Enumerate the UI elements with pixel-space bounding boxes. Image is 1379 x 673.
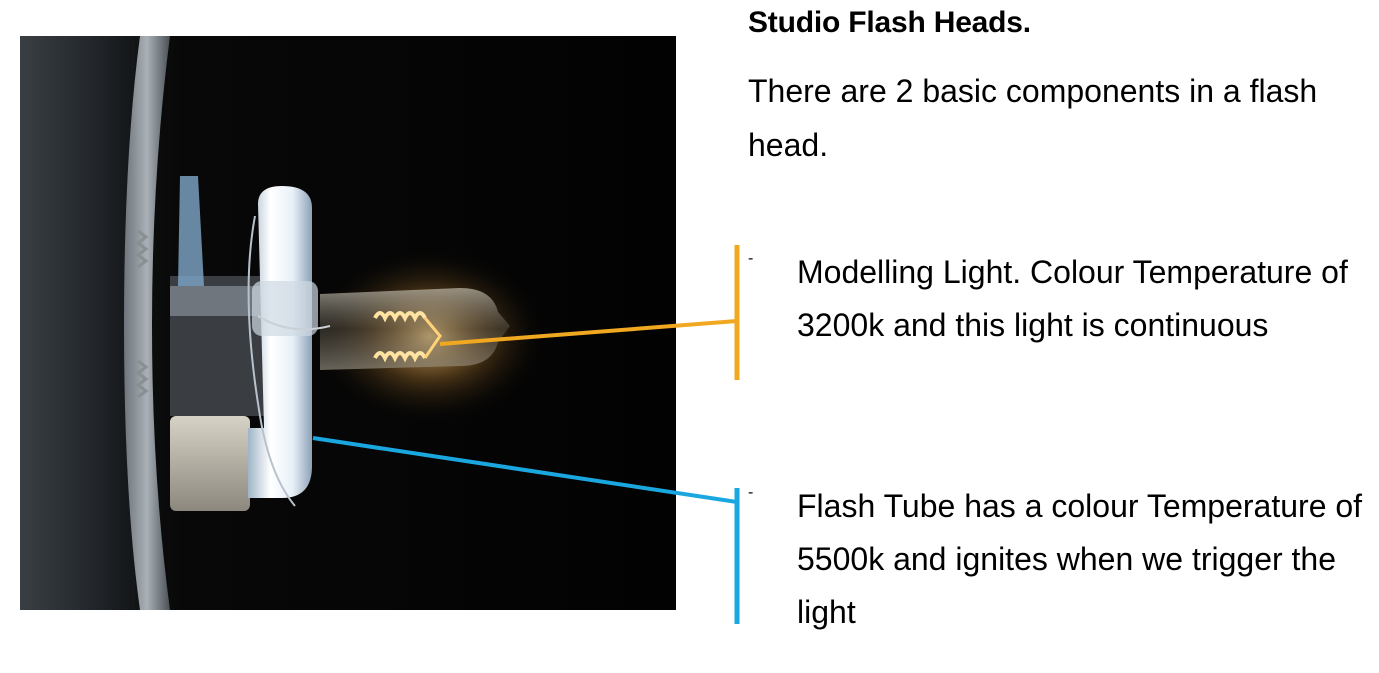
page-title: Studio Flash Heads. <box>748 6 1031 39</box>
component-description: Modelling Light. Colour Temperature of 3… <box>797 254 1348 343</box>
bullet-marker: - <box>748 250 754 267</box>
flash-head-photo <box>20 36 676 610</box>
intro-text: There are 2 basic components in a flash … <box>748 73 1318 163</box>
bullet-marker: - <box>748 484 754 501</box>
component-description: Flash Tube has a colour Temperature of 5… <box>797 488 1363 630</box>
